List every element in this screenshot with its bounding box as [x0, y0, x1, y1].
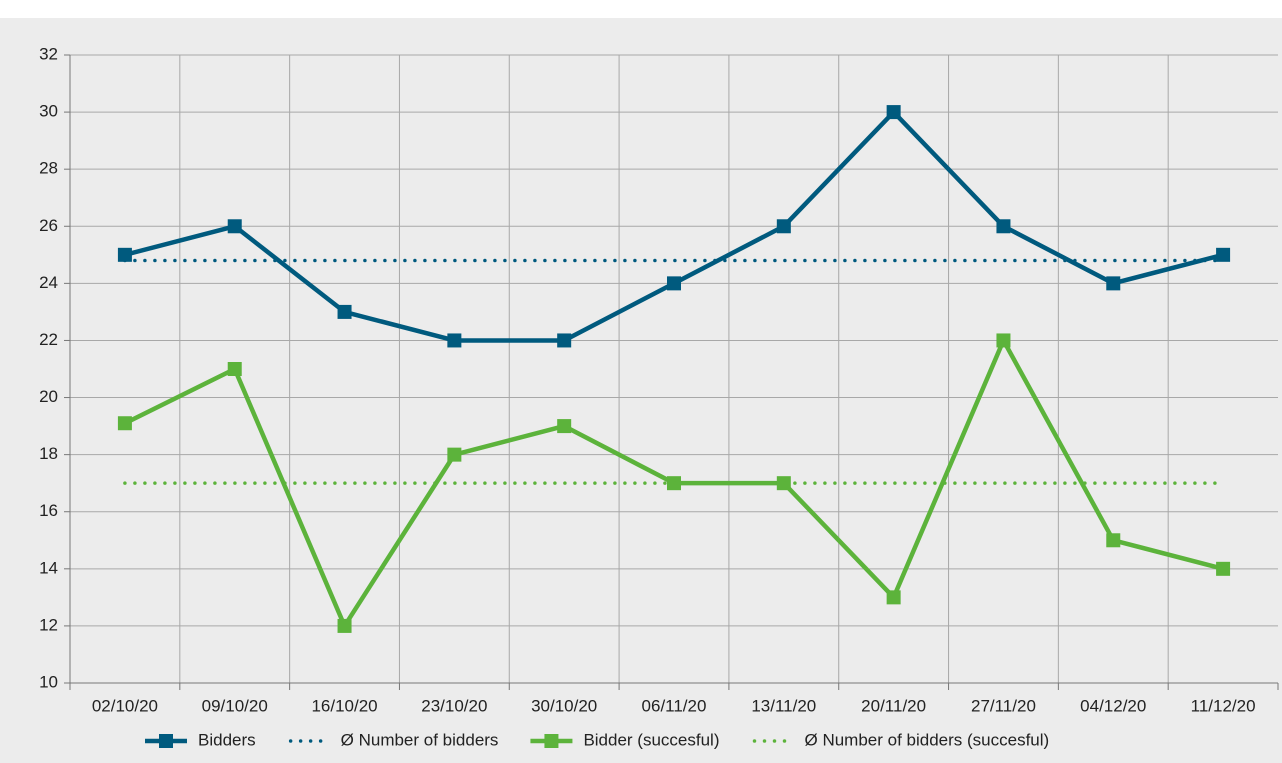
point-marker — [1216, 561, 1231, 576]
point-marker — [557, 333, 572, 348]
y-tick-label: 16 — [39, 501, 58, 520]
x-tick-label: 09/10/20 — [202, 696, 268, 715]
legend-label: Bidders — [198, 730, 256, 749]
legend-swatch-marker — [159, 734, 173, 748]
point-marker — [996, 333, 1011, 348]
y-tick-label: 24 — [39, 273, 58, 292]
chart-background — [0, 18, 1282, 763]
x-tick-label: 16/10/20 — [311, 696, 377, 715]
y-tick-label: 22 — [39, 330, 58, 349]
y-tick-label: 32 — [39, 44, 58, 63]
x-tick-label: 20/11/20 — [861, 696, 926, 715]
point-marker — [1216, 247, 1231, 262]
point-marker — [886, 590, 901, 605]
point-marker — [117, 247, 132, 262]
x-tick-label: 27/11/20 — [971, 696, 1036, 715]
point-marker — [117, 416, 132, 431]
x-tick-label: 02/10/20 — [92, 696, 158, 715]
x-tick-label: 04/12/20 — [1080, 696, 1146, 715]
point-marker — [227, 219, 242, 234]
point-marker — [337, 618, 352, 633]
legend-label: Ø Number of bidders (succesful) — [805, 730, 1050, 749]
legend-label: Bidder (succesful) — [583, 730, 719, 749]
point-marker — [1106, 276, 1121, 291]
point-marker — [776, 219, 791, 234]
y-tick-label: 14 — [39, 558, 58, 577]
x-tick-label: 13/11/20 — [751, 696, 816, 715]
point-marker — [886, 105, 901, 120]
point-marker — [447, 447, 462, 462]
y-tick-label: 30 — [39, 102, 58, 121]
x-tick-label: 23/10/20 — [421, 696, 487, 715]
point-marker — [996, 219, 1011, 234]
point-marker — [337, 304, 352, 319]
point-marker — [557, 419, 572, 434]
legend-label: Ø Number of bidders — [341, 730, 499, 749]
point-marker — [1106, 533, 1121, 548]
y-tick-label: 26 — [39, 216, 58, 235]
y-tick-label: 10 — [39, 672, 58, 691]
y-tick-label: 18 — [39, 444, 58, 463]
x-tick-label: 30/10/20 — [531, 696, 597, 715]
legend-swatch-marker — [544, 734, 559, 748]
point-marker — [667, 276, 681, 291]
y-tick-label: 28 — [39, 159, 58, 178]
point-marker — [227, 362, 242, 376]
point-marker — [447, 333, 462, 348]
y-tick-label: 12 — [39, 615, 58, 634]
y-tick-label: 20 — [39, 387, 58, 406]
x-tick-label: 06/11/20 — [642, 696, 707, 715]
x-tick-label: 11/12/20 — [1191, 696, 1256, 715]
